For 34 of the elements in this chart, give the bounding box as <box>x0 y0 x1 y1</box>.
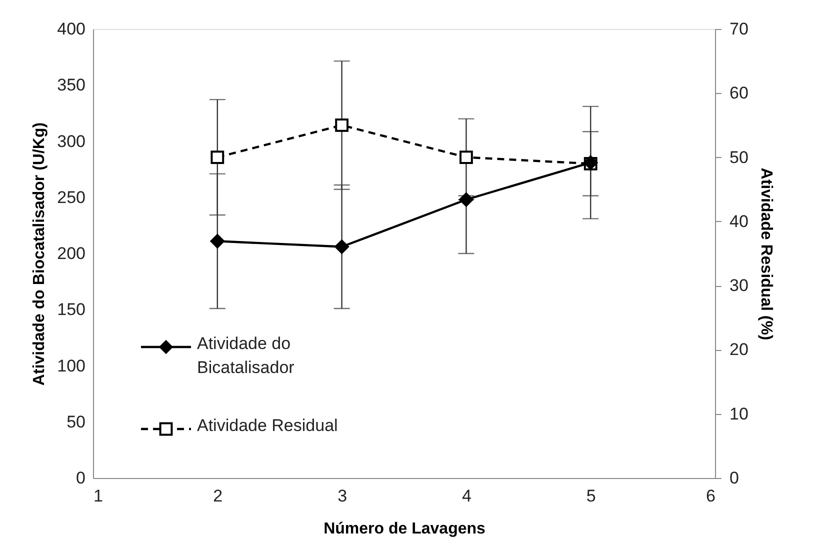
x-tick-label: 6 <box>706 486 716 506</box>
y-tick-label: 350 <box>57 76 86 95</box>
y-tick-label: 0 <box>76 468 86 488</box>
y2-tick-label: 70 <box>730 20 748 38</box>
y2-tick-label: 10 <box>730 404 748 424</box>
y2-tick-label: 40 <box>730 212 748 231</box>
x-tick-label: 2 <box>213 486 223 506</box>
y-tick-label: 250 <box>57 188 86 207</box>
legend-label: Atividade Residual <box>197 416 338 435</box>
point <box>459 192 474 207</box>
y2-tick-label: 60 <box>730 84 748 103</box>
y-tick-label: 200 <box>57 244 86 263</box>
point <box>210 150 224 164</box>
x-tick-label: 4 <box>462 486 472 506</box>
x-axis-title: Número de Lavagens <box>324 520 486 538</box>
y-tick-label: 400 <box>57 20 86 38</box>
y-tick-label: 50 <box>66 412 86 432</box>
y-tick-label: 150 <box>57 300 86 320</box>
y2-tick-label: 30 <box>730 276 748 296</box>
y2-axis-title: Atividade Residual (%) <box>757 168 774 340</box>
point <box>460 150 473 164</box>
y-tick-label: 100 <box>57 356 86 376</box>
point <box>334 240 349 254</box>
x-tick-label: 5 <box>586 486 596 506</box>
x-tick-label: 1 <box>94 486 103 506</box>
y-axis-title: Atividade do Biocatalisador (U/Kg) <box>31 122 48 386</box>
x-tick-label: 3 <box>338 486 348 506</box>
y2-tick-label: 50 <box>730 148 748 167</box>
y2-tick-label: 0 <box>730 468 739 488</box>
point <box>335 118 348 132</box>
legend-label: Atividade do Bicatalisador <box>197 334 295 377</box>
y2-tick-label: 20 <box>730 340 748 360</box>
point <box>210 234 225 248</box>
y-tick-label: 300 <box>57 132 86 151</box>
